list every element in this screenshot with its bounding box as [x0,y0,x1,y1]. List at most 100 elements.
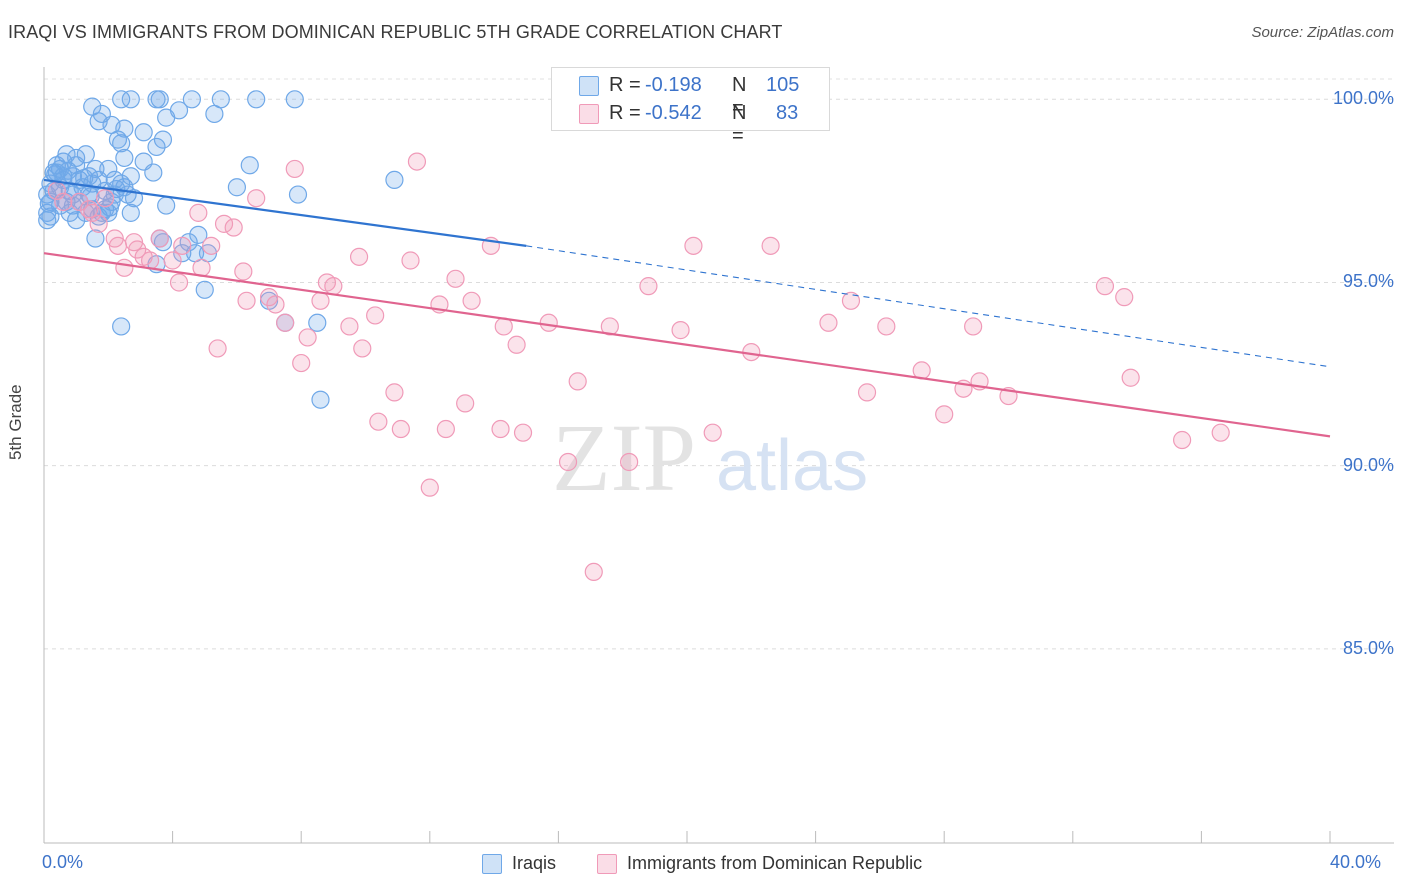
data-point [1173,430,1192,450]
stats-box: R = -0.198 N = 105 R = -0.542 N = 83 [551,67,830,147]
data-point [112,134,131,153]
data-point [288,185,308,204]
legend-swatch-dominican [597,854,617,874]
data-point [964,317,983,336]
watermark-zip: ZIP [552,404,696,511]
data-point [144,163,163,182]
data-point [224,218,243,237]
data-point [189,203,208,222]
iraqis-swatch [579,76,599,96]
data-point [819,313,838,332]
data-point [420,478,439,497]
data-point [121,90,140,109]
data-point [340,317,359,336]
data-point [456,394,475,413]
data-point [401,251,420,270]
data-point [150,90,169,109]
chart-title: IRAQI VS IMMIGRANTS FROM DOMINICAN REPUB… [8,22,783,42]
data-point [83,203,102,222]
data-point [436,419,455,439]
data-point [684,236,703,255]
data-point [67,211,86,230]
data-point [446,269,465,288]
data-point [54,192,73,211]
series-dominican [47,152,1230,582]
data-point [385,383,404,402]
data-point [163,251,182,270]
y-tick-label: 100.0% [1332,88,1394,109]
data-point [121,203,140,222]
data-point [112,317,131,336]
data-point [128,240,147,259]
n-label: N = [732,74,747,119]
data-point [147,137,166,157]
data-point [703,423,722,442]
x-tick-label: 0.0% [42,852,84,872]
data-point [311,291,330,310]
n-value: 83 [776,102,799,124]
data-point [935,405,954,424]
data-point [285,159,304,179]
data-point [308,313,327,332]
data-point [208,339,227,358]
data-point [202,236,221,255]
data-point [324,277,343,296]
data-point [857,383,877,402]
r-value: -0.542 [645,102,702,124]
data-point [173,244,192,263]
data-point [298,328,317,347]
data-point [100,198,120,217]
trend-lines [43,178,1331,438]
data-point [539,313,558,332]
n-value: 105 [766,74,800,96]
data-point [205,104,224,124]
data-point [349,247,369,266]
legend-swatch-iraqis [482,854,502,874]
data-point [369,412,388,431]
data-point [169,273,189,292]
data-point [70,192,89,211]
data-point [214,214,234,233]
watermark: ZIP atlas [552,404,868,511]
data-point [311,390,330,409]
data-point [513,423,533,442]
data-point [240,156,259,175]
data-point [112,90,131,109]
r-value: -0.198 [645,74,702,96]
data-point [157,196,176,215]
legend-label: Iraqis [512,853,557,873]
data-point [1211,423,1230,442]
data-point [150,229,169,248]
n-label: N = [732,102,747,147]
data-point [507,335,526,354]
data-point [1095,277,1115,296]
data-point [234,262,253,281]
y-tick-label: 95.0% [1342,271,1394,292]
data-points [38,90,1230,582]
data-point [153,130,173,149]
data-point [600,317,619,336]
data-point [86,229,105,248]
data-point [491,419,510,439]
data-point [121,167,140,186]
data-point [115,148,134,168]
data-point [259,288,279,307]
series-iraqis [38,90,404,409]
data-point [124,189,144,208]
data-point [115,258,134,277]
data-point [366,306,385,325]
data-point [75,168,94,188]
y-tick-label: 90.0% [1342,454,1394,475]
y-tick-label: 85.0% [1342,637,1394,658]
data-point [169,101,189,120]
data-point [620,452,639,472]
data-point [558,452,578,472]
data-point [39,194,58,213]
data-point [584,562,603,582]
data-point [761,236,780,255]
legend-label: Immigrants from Dominican Republic [627,853,923,873]
trend-line-dominican [43,252,1331,438]
data-point [95,189,115,208]
r-label: R = [609,102,641,124]
